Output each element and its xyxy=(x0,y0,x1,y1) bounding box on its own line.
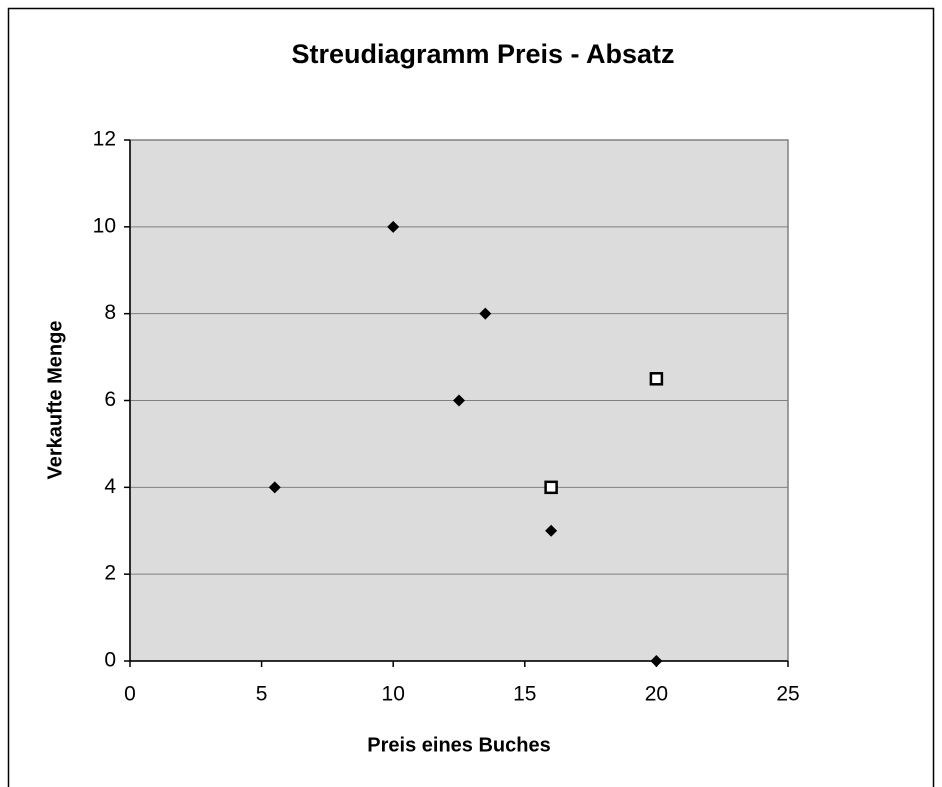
y-tick-label: 4 xyxy=(104,475,116,498)
data-point xyxy=(649,372,664,386)
y-tick-label: 0 xyxy=(104,649,116,672)
chart-title: Streudiagramm Preis - Absatz xyxy=(291,39,674,69)
x-tick-label: 20 xyxy=(645,683,668,706)
y-tick-label: 10 xyxy=(93,214,116,237)
x-tick-label: 10 xyxy=(382,683,405,706)
x-tick-label: 0 xyxy=(124,683,136,706)
data-point xyxy=(387,220,400,233)
data-point xyxy=(650,655,663,667)
y-tick-label: 2 xyxy=(104,562,116,585)
data-point xyxy=(268,481,281,494)
x-axis-label: Preis eines Buches xyxy=(367,734,550,756)
y-tick-label: 6 xyxy=(104,388,116,411)
y-tick-label: 12 xyxy=(93,128,116,151)
data-point xyxy=(479,307,492,320)
x-tick-label: 15 xyxy=(513,683,536,706)
data-point xyxy=(544,480,558,495)
y-tick-label: 8 xyxy=(104,301,116,324)
x-tick-label: 25 xyxy=(776,683,799,706)
data-point xyxy=(545,524,558,537)
y-axis-label: Verkaufte Menge xyxy=(44,321,66,480)
data-point xyxy=(453,394,465,407)
x-tick-label: 5 xyxy=(256,683,268,706)
